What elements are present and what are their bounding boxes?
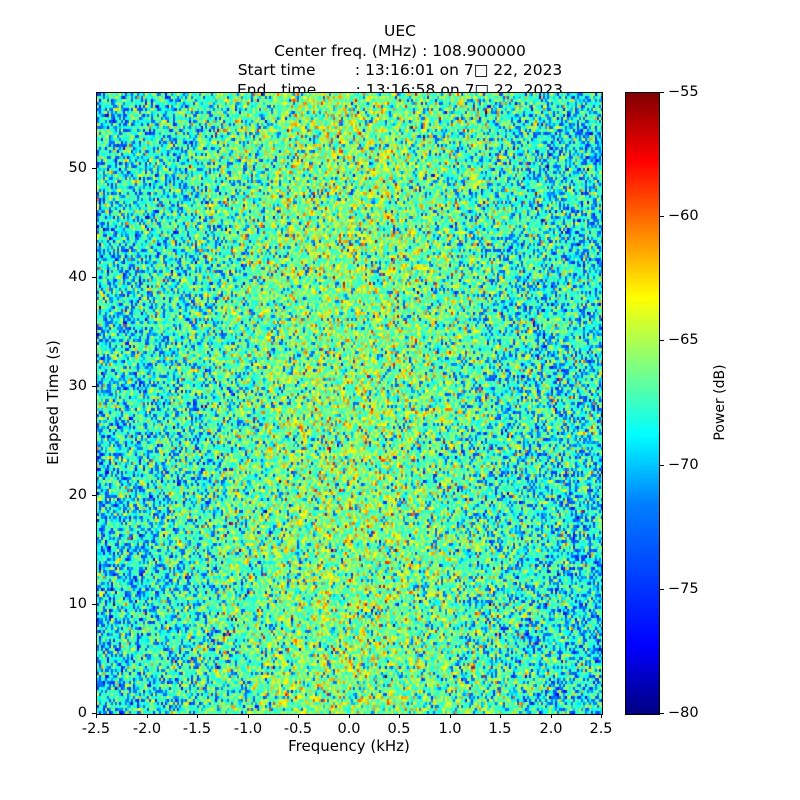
y-axis-label: Elapsed Time (s) (44, 340, 62, 465)
y-tick-label: 50 (68, 160, 87, 176)
colorbar-tick-label: −70 (668, 457, 699, 473)
title-line-station: UEC (384, 22, 416, 40)
spectrogram-plot-area (96, 92, 603, 715)
x-tick-mark (96, 714, 97, 718)
colorbar-tick-mark (660, 216, 664, 217)
colorbar-tick-label: −80 (668, 705, 699, 721)
colorbar-gradient (626, 93, 659, 714)
x-tick-label: 1.5 (488, 721, 512, 737)
colorbar-label: Power (dB) (712, 364, 728, 441)
x-axis-label: Frequency (kHz) (288, 737, 410, 755)
colorbar-tick-mark (660, 713, 664, 714)
x-tick-mark (147, 714, 148, 718)
x-tick-label: -1.0 (233, 721, 263, 737)
x-tick-label: 0.0 (337, 721, 361, 737)
title-line-center-freq: Center freq. (MHz) : 108.900000 (274, 41, 526, 60)
x-tick-label: -0.5 (283, 721, 313, 737)
colorbar-tick-mark (660, 92, 664, 93)
y-tick-mark (92, 604, 96, 605)
figure-title-block: UEC Center freq. (MHz) : 108.900000 Star… (0, 22, 800, 100)
colorbar (625, 92, 660, 715)
x-tick-mark (500, 714, 501, 718)
x-tick-label: -1.5 (182, 721, 212, 737)
x-tick-mark (248, 714, 249, 718)
colorbar-tick-mark (660, 340, 664, 341)
colorbar-tick-mark (660, 589, 664, 590)
y-tick-mark (92, 386, 96, 387)
colorbar-tick-label: −55 (668, 84, 699, 100)
x-tick-label: -2.5 (81, 721, 111, 737)
title-line-start-time: Start time : 13:16:01 on 7□ 22, 2023 (237, 61, 563, 79)
y-tick-mark (92, 168, 96, 169)
x-tick-label: 2.5 (589, 721, 613, 737)
x-tick-label: 1.0 (438, 721, 462, 737)
y-tick-mark (92, 277, 96, 278)
x-tick-mark (551, 714, 552, 718)
y-tick-label: 20 (68, 487, 87, 503)
colorbar-tick-label: −75 (668, 581, 699, 597)
y-tick-mark (92, 495, 96, 496)
x-tick-mark (298, 714, 299, 718)
x-tick-mark (399, 714, 400, 718)
y-tick-label: 30 (68, 378, 87, 394)
x-tick-mark (197, 714, 198, 718)
y-tick-label: 40 (68, 269, 87, 285)
x-tick-label: -2.0 (132, 721, 162, 737)
x-tick-mark (601, 714, 602, 718)
x-tick-label: 0.5 (387, 721, 411, 737)
x-tick-mark (450, 714, 451, 718)
y-tick-label: 0 (77, 705, 87, 721)
x-tick-label: 2.0 (539, 721, 563, 737)
colorbar-tick-mark (660, 465, 664, 466)
colorbar-tick-label: −60 (668, 208, 699, 224)
x-tick-mark (349, 714, 350, 718)
colorbar-tick-label: −65 (668, 332, 699, 348)
spectrogram-heatmap (97, 93, 602, 714)
y-tick-label: 10 (68, 596, 87, 612)
y-tick-mark (92, 713, 96, 714)
